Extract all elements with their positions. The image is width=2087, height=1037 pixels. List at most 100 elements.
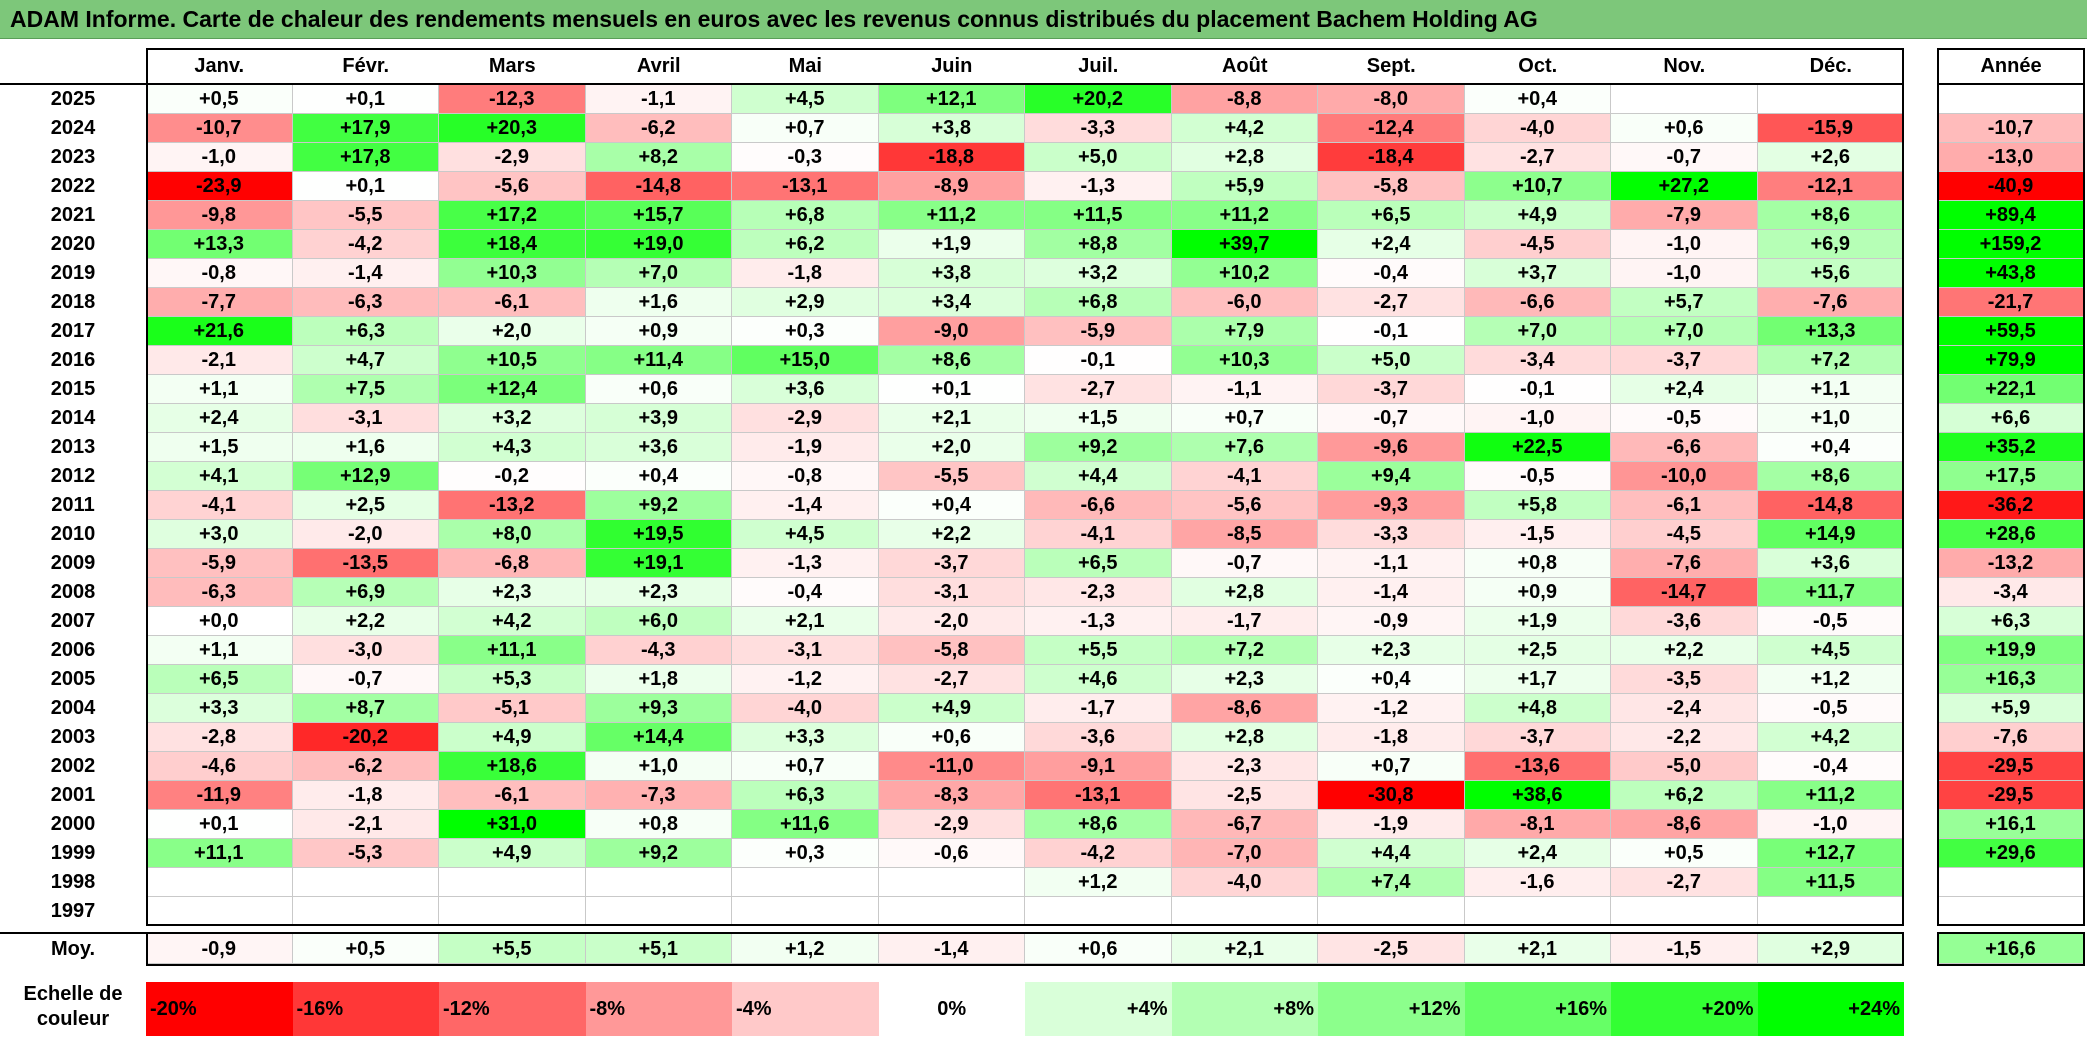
heatmap-cell: +19,5 xyxy=(585,520,732,549)
month-header: Avril xyxy=(636,55,681,77)
heatmap-cell: -6,2 xyxy=(292,752,439,781)
heatmap-cell: -7,7 xyxy=(146,288,293,317)
heatmap-cell: -4,5 xyxy=(1464,230,1611,259)
heatmap-cell: +14,9 xyxy=(1757,520,1904,549)
header-divider xyxy=(0,83,1904,85)
heatmap-cell: -1,4 xyxy=(292,259,439,288)
heatmap-cell: -1,4 xyxy=(732,491,879,520)
heatmap-cell: +0,3 xyxy=(732,317,879,346)
heatmap-cell: -6,8 xyxy=(439,549,586,578)
heatmap-cell: +18,4 xyxy=(439,230,586,259)
heatmap-cell: -8,5 xyxy=(1171,520,1318,549)
heatmap-cell: -6,1 xyxy=(1611,491,1758,520)
annual-cell: +16,1 xyxy=(1937,810,2085,839)
heatmap-cell: +8,0 xyxy=(439,520,586,549)
heatmap-cell: -14,7 xyxy=(1611,578,1758,607)
heatmap-cell: -6,1 xyxy=(439,288,586,317)
average-label: Moy. xyxy=(50,938,96,960)
year-label: 1997 xyxy=(50,900,96,922)
heatmap-cell: -4,0 xyxy=(1171,868,1318,897)
heatmap-cell: +0,4 xyxy=(878,491,1025,520)
heatmap-cell: +1,2 xyxy=(1025,868,1172,897)
year-label: 2014 xyxy=(50,407,96,429)
heatmap-cell: +0,6 xyxy=(878,723,1025,752)
heatmap-cell: +4,9 xyxy=(439,723,586,752)
heatmap-cell: -3,7 xyxy=(1611,346,1758,375)
heatmap-cell: +9,3 xyxy=(585,694,732,723)
annual-cell: -13,0 xyxy=(1937,143,2085,172)
heatmap-cell: -0,9 xyxy=(1318,607,1465,636)
heatmap-cell: +2,2 xyxy=(292,607,439,636)
year-label: 2017 xyxy=(50,320,96,342)
chart-title: ADAM Informe. Carte de chaleur des rende… xyxy=(10,6,1538,32)
heatmap-cell: -2,2 xyxy=(1611,723,1758,752)
heatmap-cell: -0,5 xyxy=(1757,607,1904,636)
heatmap-cell: -2,9 xyxy=(439,143,586,172)
annual-header: Année xyxy=(1980,55,2042,77)
heatmap-cell: -12,3 xyxy=(439,85,586,114)
heatmap-cell: +4,2 xyxy=(1757,723,1904,752)
heatmap-cell: -11,0 xyxy=(878,752,1025,781)
heatmap-cell: +0,9 xyxy=(1464,578,1611,607)
heatmap-cell: +1,7 xyxy=(1464,665,1611,694)
annual-cell: +6,6 xyxy=(1937,404,2085,433)
heatmap-cell: -12,4 xyxy=(1318,114,1465,143)
heatmap-cell: +11,2 xyxy=(878,201,1025,230)
heatmap-cell: +10,7 xyxy=(1464,172,1611,201)
heatmap-cell: -3,6 xyxy=(1025,723,1172,752)
heatmap-cell: -4,5 xyxy=(1611,520,1758,549)
heatmap-cell: -3,4 xyxy=(1464,346,1611,375)
heatmap-cell: +17,8 xyxy=(292,143,439,172)
year-label: 2021 xyxy=(50,204,96,226)
heatmap-cell xyxy=(1318,897,1465,926)
heatmap-cell: +7,2 xyxy=(1171,636,1318,665)
month-header: Mai xyxy=(788,55,822,77)
heatmap-cell: +11,1 xyxy=(439,636,586,665)
color-scale-swatch: +24% xyxy=(1757,982,1904,1036)
heatmap-cell: -0,7 xyxy=(1318,404,1465,433)
year-label: 2016 xyxy=(50,349,96,371)
heatmap-cell: +2,3 xyxy=(1318,636,1465,665)
heatmap-cell: +6,9 xyxy=(1757,230,1904,259)
heatmap-cell: -4,0 xyxy=(1464,114,1611,143)
annual-cell: +35,2 xyxy=(1937,433,2085,462)
heatmap-cell: +3,6 xyxy=(732,375,879,404)
heatmap-cell: +1,5 xyxy=(1025,404,1172,433)
heatmap-cell: -5,5 xyxy=(292,201,439,230)
heatmap-cell: +11,4 xyxy=(585,346,732,375)
heatmap-cell: +13,3 xyxy=(146,230,293,259)
color-scale-swatch: -4% xyxy=(732,982,879,1036)
heatmap-cell: +5,8 xyxy=(1464,491,1611,520)
heatmap-cell: +2,4 xyxy=(1611,375,1758,404)
heatmap-cell: -0,5 xyxy=(1464,462,1611,491)
annual-cell: +43,8 xyxy=(1937,259,2085,288)
average-cell: +0,6 xyxy=(1025,934,1172,964)
heatmap-cell: -1,0 xyxy=(1757,810,1904,839)
year-label: 2022 xyxy=(50,175,96,197)
heatmap-cell: +17,2 xyxy=(439,201,586,230)
heatmap-cell: -6,0 xyxy=(1171,288,1318,317)
heatmap-cell: +4,5 xyxy=(1757,636,1904,665)
heatmap-cell: +2,9 xyxy=(732,288,879,317)
heatmap-cell: +3,2 xyxy=(1025,259,1172,288)
annual-cell: +159,2 xyxy=(1937,230,2085,259)
color-scale-swatch: -20% xyxy=(146,982,293,1036)
heatmap-cell: +4,2 xyxy=(439,607,586,636)
heatmap-cell: -1,3 xyxy=(1025,607,1172,636)
heatmap-cell: +1,9 xyxy=(878,230,1025,259)
heatmap-cell: +0,7 xyxy=(732,114,879,143)
heatmap-cell: +3,9 xyxy=(585,404,732,433)
heatmap-cell: +5,5 xyxy=(1025,636,1172,665)
heatmap-cell: +6,3 xyxy=(292,317,439,346)
heatmap-cell: +8,7 xyxy=(292,694,439,723)
heatmap-cell: +4,3 xyxy=(439,433,586,462)
heatmap-cell: -8,6 xyxy=(1171,694,1318,723)
heatmap-cell: +17,9 xyxy=(292,114,439,143)
year-label: 2013 xyxy=(50,436,96,458)
heatmap-cell: +18,6 xyxy=(439,752,586,781)
heatmap-cell: +9,2 xyxy=(585,491,732,520)
heatmap-cell: -6,2 xyxy=(585,114,732,143)
average-annual-cell: +16,6 xyxy=(1937,934,2085,964)
heatmap-cell xyxy=(1611,85,1758,114)
heatmap-cell: +0,5 xyxy=(1611,839,1758,868)
